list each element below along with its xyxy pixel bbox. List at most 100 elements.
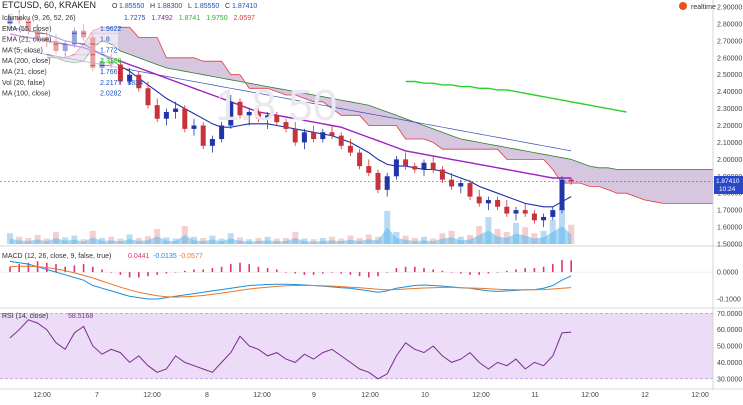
legend-label[interactable]: MA (5, close) [2, 47, 43, 54]
candle-body[interactable] [366, 166, 372, 173]
legend-value: 1.8 [100, 37, 110, 44]
macd-histogram-bar [230, 264, 232, 273]
legend-value: 1.772 [100, 47, 118, 54]
candle-body[interactable] [283, 122, 289, 129]
macd-histogram-bar [202, 269, 204, 273]
legend-row-bg [0, 12, 118, 22]
high-label: H [150, 3, 155, 10]
rsi-line [9, 319, 572, 380]
legend-label[interactable]: EMA (55, close) [2, 26, 51, 33]
candle-body[interactable] [209, 139, 215, 146]
candle-body[interactable] [292, 128, 298, 143]
legend-value: 2.2177 [100, 80, 122, 87]
symbol-title[interactable]: ETCUSD, 60, KRAKEN [2, 0, 96, 10]
candle-body[interactable] [458, 183, 464, 187]
time-tick-label: 12:00 [472, 392, 490, 399]
candle-body[interactable] [200, 125, 206, 146]
candle-body[interactable] [568, 179, 574, 182]
rsi-tick-label: 70.0000 [717, 311, 742, 318]
candle-body[interactable] [127, 74, 133, 82]
candle-body[interactable] [357, 152, 363, 167]
price-tick-label: 1.70000 [717, 208, 742, 215]
legend-label[interactable]: MA (100, close) [2, 91, 51, 98]
candle-body[interactable] [301, 132, 307, 143]
close-label: C [225, 3, 230, 10]
candle-body[interactable] [449, 179, 455, 187]
candle-body[interactable] [191, 125, 197, 129]
candle-body[interactable] [550, 210, 556, 217]
price-tick-label: 2.60000 [717, 55, 742, 62]
candle-body[interactable] [412, 166, 418, 170]
candle-body[interactable] [237, 101, 243, 116]
candle-body[interactable] [347, 145, 353, 153]
candle-body[interactable] [228, 101, 234, 126]
macd-histogram-bar [193, 269, 195, 273]
candle-body[interactable] [467, 183, 473, 197]
candle-body[interactable] [439, 169, 445, 180]
candle-body[interactable] [476, 196, 482, 204]
macd-histogram-bar [386, 272, 388, 273]
candle-body[interactable] [541, 216, 547, 221]
candle-body[interactable] [559, 179, 565, 211]
candle-body[interactable] [403, 159, 409, 167]
macd-histogram-bar [165, 272, 168, 274]
legend-row-bg [0, 87, 118, 98]
candle-body[interactable] [255, 111, 261, 119]
price-pane[interactable] [0, 10, 743, 244]
candle-body[interactable] [163, 111, 169, 119]
candle-body[interactable] [173, 108, 179, 112]
candle-body[interactable] [154, 105, 160, 119]
candle-body[interactable] [311, 132, 317, 140]
candle-body[interactable] [504, 206, 510, 214]
candle-body[interactable] [182, 108, 188, 129]
time-tick-label: 10 [421, 392, 429, 399]
candle-body[interactable] [522, 210, 528, 214]
legend-label[interactable]: MA (21, close) [2, 69, 47, 76]
candle-body[interactable] [375, 172, 381, 190]
candle-body[interactable] [145, 88, 151, 106]
price-tick-label: 2.10000 [717, 140, 742, 147]
macd-label[interactable]: MACD (12, 26, close, 9, false, true) [2, 253, 111, 260]
realtime-label[interactable]: realtime [691, 4, 716, 11]
candle-body[interactable] [485, 199, 491, 204]
price-tick-label: 2.90000 [717, 5, 742, 12]
candle-body[interactable] [393, 159, 399, 177]
legend-label[interactable]: Ichimoku (9, 26, 52, 26) [2, 15, 76, 22]
legend-row-bg [0, 76, 118, 87]
legend-value: 2.0597 [234, 15, 256, 22]
candle-body[interactable] [329, 132, 335, 136]
time-tick-label: 12:00 [581, 392, 599, 399]
candle-body[interactable] [320, 132, 326, 140]
candle-body[interactable] [421, 162, 427, 170]
candle-body[interactable] [531, 213, 537, 221]
candle-body[interactable] [384, 176, 390, 190]
candle-body[interactable] [274, 115, 280, 123]
time-tick-label: 7 [95, 392, 99, 399]
macd-pane[interactable] [0, 260, 713, 300]
candle-body[interactable] [117, 64, 123, 82]
candle-body[interactable] [338, 135, 344, 146]
rsi-pane[interactable] [0, 312, 713, 380]
rsi-label[interactable]: RSI (14, close) [2, 313, 48, 320]
candle-body[interactable] [136, 74, 142, 89]
candle-body[interactable] [246, 111, 252, 116]
candle-body[interactable] [219, 125, 225, 140]
time-tick-label: 12 [641, 392, 649, 399]
legend-label[interactable]: Vol (20, false) [2, 80, 45, 87]
macd-histogram-bar [9, 266, 11, 273]
candle-body[interactable] [513, 210, 519, 214]
macd-histogram-bar [138, 272, 140, 278]
candle-body[interactable] [495, 199, 501, 207]
macd-histogram-bar [423, 268, 425, 273]
macd-histogram-bar [147, 272, 149, 277]
legend-label[interactable]: MA (200, close) [2, 58, 51, 65]
rsi-tick-label: 50.0000 [717, 344, 742, 351]
macd-histogram-bar [276, 269, 278, 273]
legend-label[interactable]: EMA (21, close) [2, 37, 51, 44]
candle-body[interactable] [430, 162, 436, 170]
macd-signal-value: -0.0577 [179, 253, 203, 260]
candle-body[interactable] [265, 115, 271, 119]
